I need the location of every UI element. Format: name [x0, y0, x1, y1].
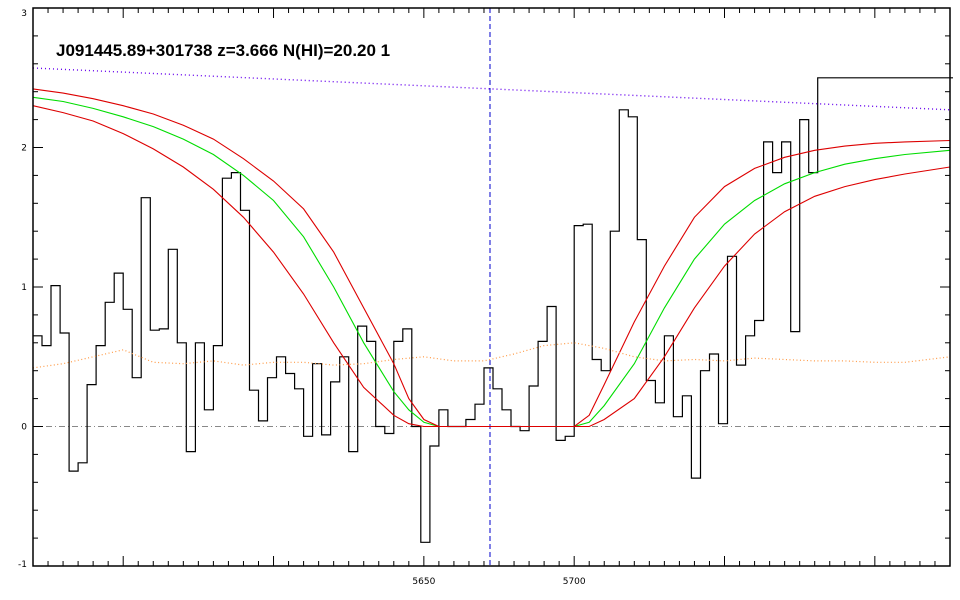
y-tick-label: 1 — [21, 283, 27, 293]
axis-ticks — [32, 7, 951, 567]
series-continuum — [32, 67, 951, 111]
series-model_upper — [32, 88, 951, 428]
series-error — [32, 342, 951, 369]
tick-labels: 5650 5700 -1 0 1 2 3 — [18, 9, 586, 587]
series-layer — [32, 67, 953, 543]
plot-border — [32, 7, 951, 567]
y-tick-label: 3 — [21, 9, 27, 19]
x-tick-label: 5650 — [412, 577, 435, 587]
x-tick-label: 5700 — [563, 577, 586, 587]
series-model — [32, 96, 951, 428]
plot-frame — [32, 7, 951, 567]
series-model_lower — [32, 105, 951, 428]
y-tick-label: 0 — [21, 423, 27, 433]
y-tick-label: 2 — [21, 144, 27, 154]
chart-title: J091445.89+301738 z=3.666 N(HI)=20.20 1 — [56, 41, 390, 60]
series-flux — [33, 77, 953, 543]
y-tick-label: -1 — [18, 560, 27, 570]
